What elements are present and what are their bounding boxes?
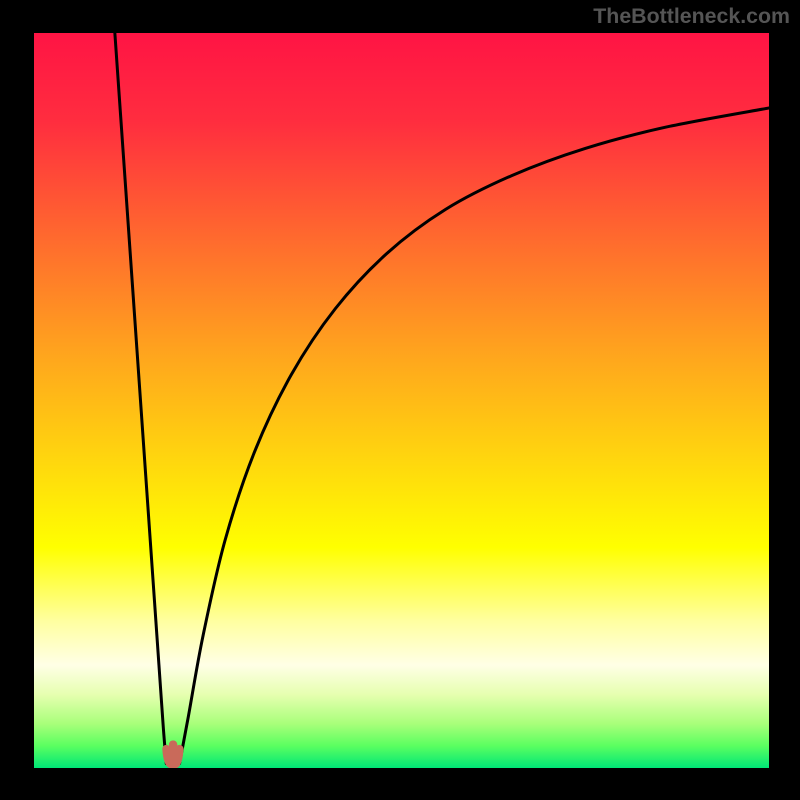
plot-background [34, 33, 769, 768]
watermark-text: TheBottleneck.com [593, 4, 790, 29]
dip-u-marker [172, 744, 180, 764]
dip-marker-group [166, 744, 179, 764]
chart-stage: TheBottleneck.com [0, 0, 800, 800]
bottleneck-curve-chart [0, 0, 800, 800]
